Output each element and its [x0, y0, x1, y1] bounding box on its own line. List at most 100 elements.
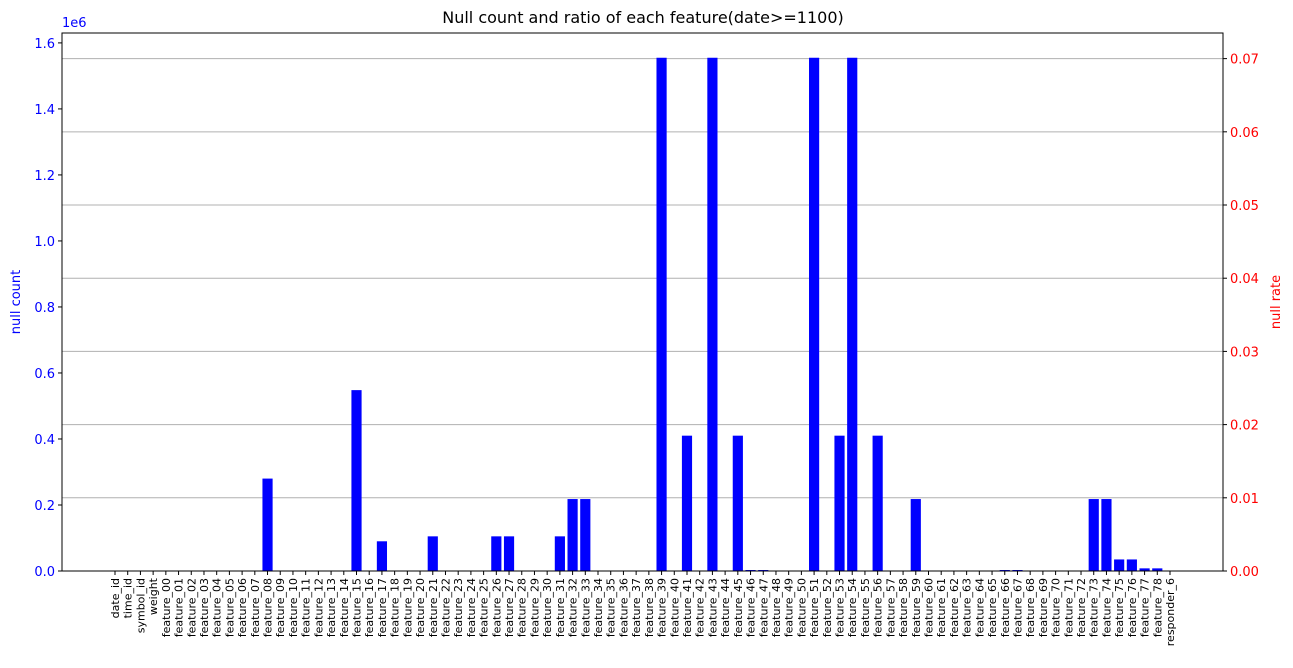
x-tick-label: feature_06: [236, 578, 249, 637]
x-tick-label: feature_20: [414, 578, 427, 637]
y-tick-label: 0.2: [34, 499, 55, 514]
x-tick-label: feature_75: [1113, 578, 1126, 637]
x-tick-label: feature_52: [821, 578, 834, 637]
x-tick-label: feature_29: [528, 578, 541, 637]
grid-lines: [62, 58, 1223, 499]
x-tick-label: feature_53: [834, 578, 847, 637]
x-tick-label: feature_02: [185, 578, 198, 637]
x-tick-label: feature_35: [605, 578, 618, 637]
y-tick-label: 0.8: [34, 301, 55, 316]
x-tick-label: feature_25: [478, 578, 491, 637]
x-tick-label: feature_60: [922, 578, 935, 637]
x-tick-label: feature_12: [312, 578, 325, 637]
x-tick-label: feature_11: [300, 578, 313, 637]
bar: [567, 499, 578, 571]
x-tick-label: feature_05: [223, 578, 236, 637]
y2-tick-label: 0.02: [1230, 419, 1259, 434]
x-tick-label: feature_10: [287, 578, 300, 637]
x-axis-ticks: date_id time_id symbol_id weight feature_00 f…: [109, 571, 1177, 646]
bar: [707, 57, 718, 572]
x-tick-label: feature_09: [274, 578, 287, 637]
x-tick-label: feature_54: [846, 578, 859, 637]
x-tick-label: feature_21: [427, 578, 440, 637]
x-tick-label: feature_59: [910, 578, 923, 637]
bar: [554, 536, 565, 571]
bar: [1114, 559, 1125, 571]
x-tick-label: responder_6: [1164, 578, 1177, 646]
x-tick-label: feature_38: [643, 578, 656, 637]
x-tick-label: feature_27: [503, 578, 516, 637]
x-tick-label: feature_04: [211, 578, 224, 637]
x-tick-label: feature_00: [160, 578, 173, 637]
x-tick-label: feature_55: [859, 578, 872, 637]
y2-tick-label: 0.01: [1230, 492, 1259, 507]
x-tick-label: feature_68: [1024, 578, 1037, 637]
bars: [262, 57, 1163, 572]
x-tick-label: feature_17: [376, 578, 389, 637]
x-tick-label: feature_65: [986, 578, 999, 637]
x-tick-label: feature_41: [681, 578, 694, 637]
bar: [351, 390, 362, 571]
y-axis-label: null count: [9, 270, 24, 335]
bar: [732, 435, 743, 571]
y2-tick-label: 0.03: [1230, 345, 1259, 360]
x-tick-label: feature_66: [999, 578, 1012, 637]
bar: [847, 57, 858, 572]
y-tick-label: 1.4: [34, 103, 55, 118]
x-tick-label: feature_07: [249, 578, 262, 637]
x-tick-label: feature_71: [1062, 578, 1075, 637]
x-tick-label: feature_78: [1151, 578, 1164, 637]
bar: [376, 541, 388, 571]
x-tick-label: feature_72: [1075, 578, 1088, 637]
x-tick-label: feature_40: [668, 578, 681, 637]
offset-text: 1e6: [62, 16, 87, 31]
y2-tick-label: 0.05: [1230, 199, 1259, 214]
x-tick-label: date_id: [109, 578, 122, 618]
left-axis-ticks: 0.0 0.2 0.4 0.6 0.8 1.0 1.2 1.4 1.6: [34, 37, 62, 580]
bar: [656, 57, 667, 572]
y-tick-label: 1.0: [34, 235, 55, 250]
x-tick-label: feature_62: [948, 578, 961, 637]
right-axis-ticks: 0.00 0.01 0.02 0.03 0.04 0.05 0.06 0.07: [1223, 53, 1259, 580]
bar: [872, 435, 883, 571]
x-tick-label: feature_16: [363, 578, 376, 637]
x-tick-label: feature_61: [935, 578, 948, 637]
x-tick-label: feature_63: [961, 578, 974, 637]
x-tick-label: feature_64: [973, 578, 986, 637]
x-tick-label: feature_70: [1050, 578, 1063, 637]
x-tick-label: feature_31: [554, 578, 567, 637]
x-tick-label: feature_67: [1011, 578, 1024, 637]
x-tick-label: symbol_id: [134, 578, 147, 633]
y2-axis-label: null rate: [1269, 275, 1284, 329]
bar: [809, 57, 820, 572]
x-tick-label: feature_48: [770, 578, 783, 637]
x-tick-label: feature_37: [630, 578, 643, 637]
y-tick-label: 0.6: [34, 367, 55, 382]
x-tick-label: feature_30: [541, 578, 554, 637]
y-tick-label: 0.4: [34, 433, 55, 448]
x-tick-label: feature_77: [1139, 578, 1152, 637]
bar: [262, 478, 273, 571]
x-tick-label: feature_26: [490, 578, 503, 637]
x-tick-label: time_id: [122, 578, 135, 618]
x-tick-label: feature_56: [872, 578, 885, 637]
bar: [1139, 568, 1150, 571]
x-tick-label: feature_50: [795, 578, 808, 637]
x-tick-label: feature_18: [389, 578, 402, 637]
x-tick-label: feature_43: [706, 578, 719, 637]
x-tick-label: weight: [147, 577, 160, 615]
x-tick-label: feature_42: [694, 578, 707, 637]
x-tick-label: feature_13: [325, 578, 338, 637]
x-tick-label: feature_24: [465, 578, 478, 637]
chart-title: Null count and ratio of each feature(dat…: [442, 8, 844, 27]
y-tick-label: 0.0: [34, 565, 55, 580]
x-tick-label: feature_08: [262, 578, 275, 637]
y2-tick-label: 0.06: [1230, 126, 1259, 141]
x-tick-label: feature_44: [719, 578, 732, 637]
x-tick-label: feature_32: [567, 578, 580, 637]
bar: [580, 499, 591, 571]
plot-frame: [61, 32, 1224, 572]
x-tick-label: feature_57: [884, 578, 897, 637]
bar: [503, 536, 515, 571]
